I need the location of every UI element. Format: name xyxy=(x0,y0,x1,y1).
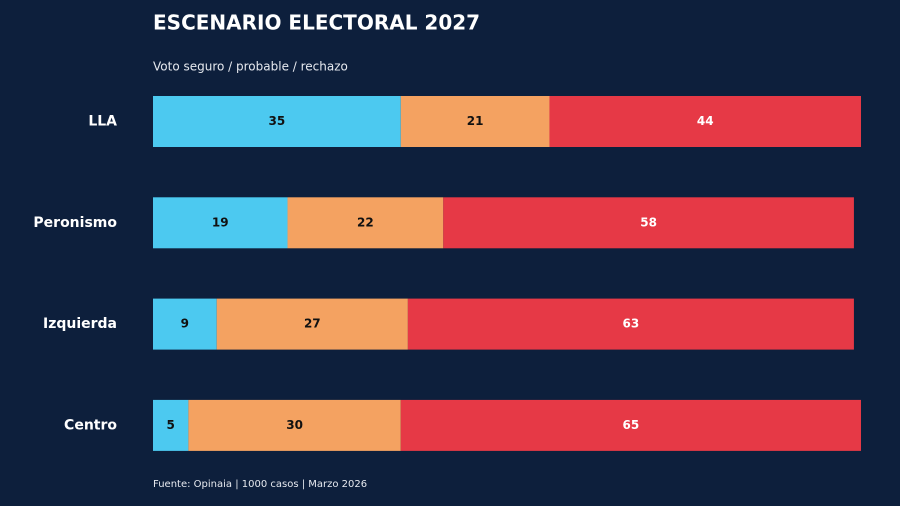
value-label: 19 xyxy=(212,215,229,229)
value-label: 65 xyxy=(623,418,640,432)
category-label: LLA xyxy=(88,114,117,130)
bar-segment xyxy=(400,96,550,147)
value-label: 27 xyxy=(304,317,321,331)
bar-segment xyxy=(153,298,217,350)
value-label: 58 xyxy=(640,215,657,229)
bar-segment xyxy=(407,298,854,350)
source-note: Fuente: Opinaia | 1000 casos | Marzo 202… xyxy=(153,479,367,490)
bar-segment xyxy=(153,96,401,147)
chart-subtitle: Voto seguro / probable / rechazo xyxy=(153,60,348,74)
value-label: 21 xyxy=(467,114,484,128)
bar-segment xyxy=(400,399,861,451)
value-label: 5 xyxy=(167,418,175,432)
value-label: 63 xyxy=(623,317,640,331)
bar-segment xyxy=(216,298,408,350)
category-label: Izquierda xyxy=(43,316,117,332)
bar-segment xyxy=(153,197,288,249)
value-label: 9 xyxy=(181,317,189,331)
bar-segment xyxy=(287,197,444,249)
value-label: 22 xyxy=(357,215,374,229)
value-label: 30 xyxy=(286,418,303,432)
value-label: 35 xyxy=(269,114,286,128)
bar-segment xyxy=(188,399,401,451)
bar-segment xyxy=(549,96,861,147)
bar-segment xyxy=(443,197,854,249)
category-label: Centro xyxy=(64,417,117,433)
chart-title: ESCENARIO ELECTORAL 2027 xyxy=(153,11,480,35)
value-label: 44 xyxy=(697,114,714,128)
category-label: Peronismo xyxy=(33,215,117,231)
bar-segment xyxy=(153,399,189,451)
